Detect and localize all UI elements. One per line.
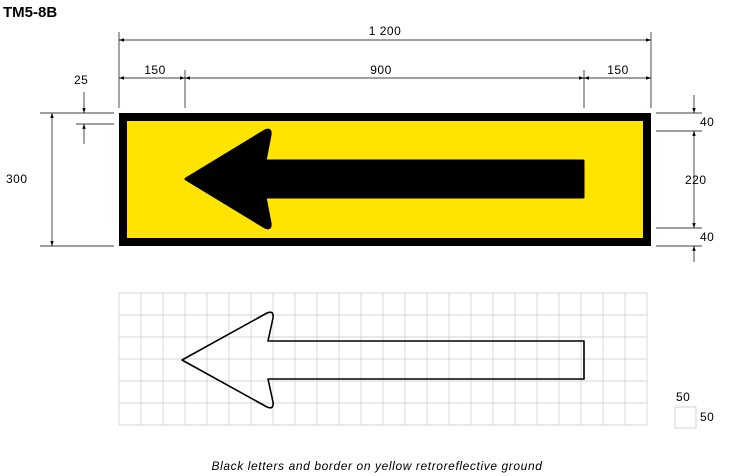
top-dimensions: 1 200 150 900 150	[118, 24, 652, 108]
left-arrow-outline-icon	[181, 311, 585, 409]
dim-bottom-gap: 40	[700, 230, 714, 244]
right-dimensions: 40 220 40	[656, 95, 714, 262]
left-arrow-icon	[184, 128, 585, 230]
grid-key-width: 50	[676, 390, 690, 404]
dim-arrow-height: 220	[685, 173, 707, 187]
dim-right-margin: 150	[607, 63, 629, 77]
dim-top-gap: 40	[700, 115, 714, 129]
sign-code: TM5-8B	[3, 4, 57, 21]
layout-grid	[118, 292, 648, 426]
dim-left-margin: 150	[144, 63, 166, 77]
grid-key-height: 50	[700, 410, 714, 424]
caption: Black letters and border on yellow retro…	[211, 459, 542, 473]
left-dimensions: 300 25	[6, 73, 114, 247]
dim-overall-width: 1 200	[369, 24, 402, 38]
sign-face	[119, 113, 651, 246]
dim-arrow-length: 900	[370, 63, 392, 77]
grid-key: 50 50	[674, 390, 714, 429]
dim-overall-height: 300	[6, 172, 28, 186]
dim-border: 25	[74, 73, 88, 87]
